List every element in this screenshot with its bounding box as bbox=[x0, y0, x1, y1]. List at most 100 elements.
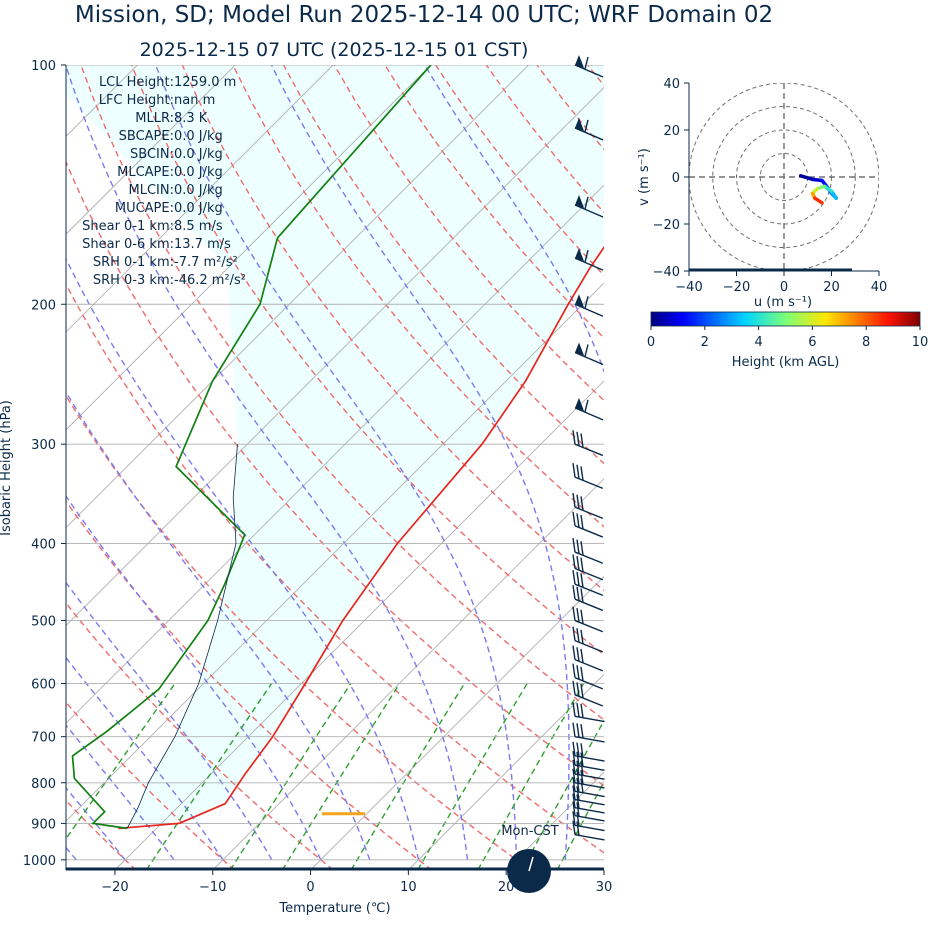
stat-label: MLCIN: bbox=[129, 183, 174, 198]
wind-barb-feather bbox=[572, 811, 576, 826]
wind-barb-feather bbox=[572, 722, 576, 737]
wind-barb-feather bbox=[572, 511, 576, 526]
y-tick-label: 300 bbox=[31, 438, 56, 453]
parcel-profile-line bbox=[126, 444, 238, 829]
wind-barb-feather bbox=[576, 802, 580, 817]
wind-barb-feather bbox=[580, 514, 584, 530]
wind-barb-feather bbox=[572, 741, 576, 756]
stat-value: 0.0 J/kg bbox=[174, 201, 223, 216]
wind-barb-staff bbox=[574, 204, 604, 218]
moist-adiabat-line bbox=[270, 65, 570, 860]
stat-value: -46.2 m²/s² bbox=[174, 273, 246, 288]
wind-barb-pennant bbox=[575, 294, 584, 308]
wind-barb-staff bbox=[574, 506, 604, 520]
wind-barb bbox=[572, 793, 605, 814]
wind-barb-staff bbox=[574, 64, 604, 78]
hodograph-y-tick-label: −40 bbox=[653, 265, 680, 280]
wind-barb-staff bbox=[574, 715, 605, 723]
hodograph-y-label: v (m s⁻¹) bbox=[637, 148, 652, 206]
wind-barb-feather bbox=[576, 586, 580, 601]
moist-adiabat-line bbox=[66, 65, 469, 860]
wind-barb-feather bbox=[572, 820, 576, 835]
colorbar-tick-label: 10 bbox=[912, 335, 928, 350]
wind-barb bbox=[574, 248, 604, 271]
wind-barb-feather bbox=[576, 513, 580, 528]
colorbar-tick-label: 2 bbox=[701, 335, 709, 350]
wind-barb bbox=[572, 750, 605, 771]
dry-adiabat-line bbox=[841, 65, 928, 870]
wind-barb-feather bbox=[572, 680, 576, 695]
wind-barb-feather bbox=[576, 811, 580, 827]
isotherm-lines bbox=[66, 65, 928, 870]
wind-barb-staff bbox=[574, 598, 604, 612]
x-tick-label: 10 bbox=[400, 880, 417, 895]
y-tick-label: 500 bbox=[31, 615, 56, 630]
hodograph-y-tick-label: 40 bbox=[663, 77, 680, 92]
wind-barbs bbox=[572, 55, 605, 841]
wind-barb-feather bbox=[580, 466, 584, 481]
wind-barb-staff bbox=[574, 694, 604, 707]
parcel-shading bbox=[66, 65, 604, 829]
stat-value: nan m bbox=[174, 93, 215, 108]
wind-barb-pennant bbox=[575, 55, 584, 68]
chart-title: Mission, SD; Model Run 2025-12-14 00 UTC… bbox=[75, 2, 773, 28]
wind-barb-staff bbox=[574, 303, 604, 317]
colorbar-tick-label: 0 bbox=[647, 335, 655, 350]
dry-adiabat-line bbox=[80, 65, 604, 721]
wind-barb-feather bbox=[576, 742, 580, 757]
isotherm-line bbox=[702, 65, 928, 870]
wind-barb-staff bbox=[574, 814, 605, 822]
wind-barb bbox=[572, 801, 605, 822]
wind-barb-staff bbox=[574, 619, 604, 633]
wind-barb bbox=[574, 194, 604, 218]
mixing-ratio-line bbox=[350, 683, 466, 870]
colorbar-label: Height (km AGL) bbox=[732, 355, 840, 370]
moon-icon bbox=[507, 849, 551, 893]
stat-label: MLCAPE: bbox=[117, 165, 174, 180]
x-tick-label: 20 bbox=[498, 880, 515, 895]
wind-barb-feather bbox=[584, 249, 589, 263]
x-tick-label: −20 bbox=[101, 880, 128, 895]
stat-label: SBCIN: bbox=[130, 147, 174, 162]
isotherm-line bbox=[66, 65, 432, 431]
wind-barb bbox=[574, 294, 604, 317]
wind-barb-feather bbox=[576, 794, 580, 809]
wind-barb-staff bbox=[574, 790, 605, 798]
wind-barb-staff bbox=[574, 476, 604, 490]
wind-barb bbox=[572, 626, 604, 653]
wind-barb-feather bbox=[572, 570, 576, 585]
wind-barb bbox=[572, 511, 604, 538]
stat-value: 0.0 J/kg bbox=[174, 129, 223, 144]
mixing-ratio-line bbox=[612, 684, 709, 871]
wind-barb-feather bbox=[580, 609, 584, 624]
wind-barb-feather bbox=[576, 494, 580, 509]
wind-barb bbox=[572, 702, 605, 723]
mixing-ratio-line bbox=[477, 683, 585, 870]
stat-label: SRH 0-3 km: bbox=[93, 273, 174, 288]
stat-label: MLLR: bbox=[135, 111, 174, 126]
wind-barb bbox=[574, 55, 604, 78]
moist-adiabat-line bbox=[712, 47, 845, 860]
isotherm-line bbox=[66, 282, 604, 822]
isotherm-line bbox=[66, 65, 529, 529]
stat-value: 13.7 m/s bbox=[174, 237, 231, 252]
wind-barb-feather bbox=[572, 493, 576, 508]
moist-adiabats bbox=[66, 47, 845, 861]
wind-barb-feather bbox=[584, 399, 589, 413]
wind-barb-feather bbox=[584, 119, 589, 133]
y-tick-label: 800 bbox=[31, 777, 56, 792]
wind-barb-feather bbox=[576, 786, 580, 801]
dry-adiabat-line bbox=[66, 701, 236, 870]
wind-barb-feather bbox=[580, 723, 584, 739]
wind-barb-feather bbox=[580, 683, 584, 699]
dewpoint-line bbox=[71, 65, 432, 830]
moist-adiabat-line bbox=[154, 65, 518, 860]
y-tick-label: 700 bbox=[31, 731, 56, 746]
wind-barb-feather bbox=[576, 647, 580, 662]
dry-adiabat-line bbox=[66, 601, 334, 870]
stat-value: 0.0 J/kg bbox=[174, 147, 223, 162]
wind-barb-feather bbox=[580, 557, 584, 572]
wind-barb-feather bbox=[580, 496, 584, 511]
wind-barb bbox=[572, 570, 604, 597]
isotherm-line bbox=[66, 86, 604, 627]
